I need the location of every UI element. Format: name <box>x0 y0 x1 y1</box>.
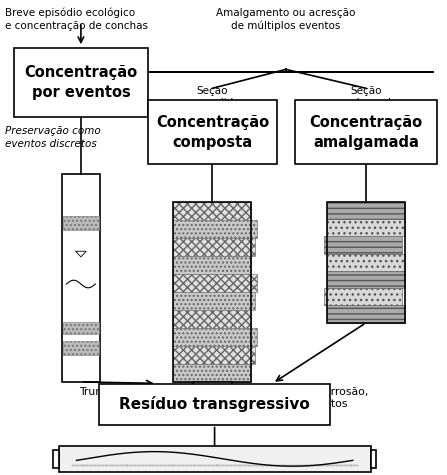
Text: Concentração
composta: Concentração composta <box>156 115 269 150</box>
Bar <box>14 48 148 117</box>
Bar <box>62 173 100 382</box>
Text: Seção
expandida: Seção expandida <box>185 86 240 108</box>
Bar <box>173 292 255 310</box>
Text: Preservação como
eventos discretos: Preservação como eventos discretos <box>5 126 101 149</box>
Bar <box>327 219 405 237</box>
Bar <box>327 202 405 219</box>
Bar <box>324 288 401 305</box>
Bar <box>173 310 251 328</box>
Bar <box>327 305 405 323</box>
Bar <box>327 254 405 271</box>
Bar <box>53 450 59 468</box>
Bar <box>324 237 401 254</box>
Text: Concentração
por eventos: Concentração por eventos <box>24 65 138 100</box>
Bar <box>173 328 257 346</box>
Text: Truncamento de parte da seção por erosão/corrosão,
acentuada mistura tafonômica : Truncamento de parte da seção por erosão… <box>79 387 368 409</box>
Polygon shape <box>76 251 86 257</box>
Text: Seção
condensada: Seção condensada <box>334 86 398 108</box>
Text: Amalgamento ou acresção
de múltiplos eventos: Amalgamento ou acresção de múltiplos eve… <box>216 8 355 31</box>
Text: Breve episódio ecológico
e concentração de conchas: Breve episódio ecológico e concentração … <box>5 8 148 31</box>
Bar <box>173 220 257 238</box>
Text: Concentração
amalgamada: Concentração amalgamada <box>309 115 423 150</box>
Bar <box>371 450 376 468</box>
Bar <box>327 202 405 323</box>
Bar <box>193 382 232 392</box>
Bar <box>173 202 251 220</box>
Bar <box>327 271 405 288</box>
Bar <box>63 322 98 334</box>
Bar <box>173 202 251 382</box>
Bar <box>59 446 371 472</box>
Bar <box>295 100 438 164</box>
Bar <box>63 216 98 230</box>
Bar <box>173 256 251 274</box>
Bar <box>173 364 251 382</box>
Bar <box>173 346 255 364</box>
Text: Resíduo transgressivo: Resíduo transgressivo <box>119 397 310 412</box>
Bar <box>63 342 98 355</box>
Bar <box>99 384 330 425</box>
Bar <box>148 100 277 164</box>
Bar <box>173 238 255 256</box>
Bar <box>173 274 257 292</box>
